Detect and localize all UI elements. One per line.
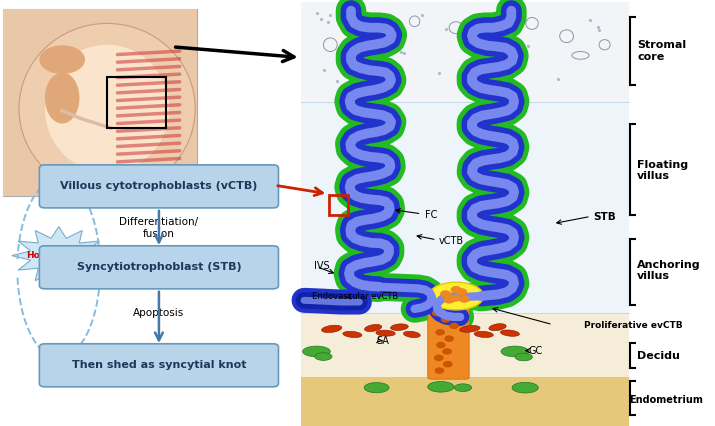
Circle shape — [444, 297, 454, 303]
Ellipse shape — [45, 72, 79, 124]
Ellipse shape — [428, 382, 454, 392]
Ellipse shape — [343, 331, 362, 337]
Ellipse shape — [515, 353, 533, 361]
Ellipse shape — [45, 45, 169, 173]
Circle shape — [435, 355, 443, 360]
Text: STB: STB — [593, 212, 616, 222]
Bar — [107, 77, 166, 128]
Bar — [300, 377, 628, 426]
Circle shape — [460, 296, 469, 302]
Ellipse shape — [376, 330, 395, 336]
Ellipse shape — [500, 330, 520, 336]
Circle shape — [443, 362, 452, 367]
Text: Apoptosis: Apoptosis — [133, 308, 184, 318]
Text: Stromal
core: Stromal core — [637, 40, 686, 62]
Bar — [300, 102, 628, 313]
Ellipse shape — [501, 346, 528, 357]
Circle shape — [443, 349, 451, 354]
Circle shape — [435, 368, 443, 373]
FancyBboxPatch shape — [39, 246, 278, 289]
Circle shape — [442, 317, 450, 322]
FancyBboxPatch shape — [39, 344, 278, 387]
Bar — [300, 2, 628, 102]
Ellipse shape — [390, 324, 408, 331]
Ellipse shape — [460, 325, 480, 332]
Circle shape — [450, 323, 458, 328]
Bar — [329, 195, 348, 215]
Text: IVS: IVS — [315, 261, 330, 271]
Circle shape — [433, 311, 441, 316]
Ellipse shape — [512, 383, 538, 393]
Text: Decidu: Decidu — [637, 351, 680, 361]
Text: Then shed as syncytial knot: Then shed as syncytial knot — [72, 360, 246, 370]
Text: FC: FC — [425, 210, 438, 220]
Text: SA: SA — [377, 336, 390, 346]
Circle shape — [451, 287, 461, 293]
Text: Homeostasis: Homeostasis — [26, 251, 92, 260]
Bar — [300, 313, 628, 377]
Text: vCTB: vCTB — [439, 236, 464, 246]
Text: GC: GC — [528, 346, 543, 357]
FancyBboxPatch shape — [4, 9, 197, 196]
Circle shape — [437, 343, 445, 348]
Circle shape — [436, 330, 444, 335]
Ellipse shape — [454, 384, 472, 391]
Text: Endometrium: Endometrium — [628, 395, 703, 406]
Ellipse shape — [428, 282, 483, 310]
FancyBboxPatch shape — [428, 298, 469, 379]
Ellipse shape — [365, 325, 382, 331]
FancyBboxPatch shape — [4, 9, 197, 196]
Text: Differentiation/
fusion: Differentiation/ fusion — [119, 217, 199, 239]
Ellipse shape — [322, 325, 342, 333]
Ellipse shape — [474, 331, 493, 337]
Circle shape — [445, 336, 453, 341]
Ellipse shape — [302, 346, 330, 357]
Text: Anchoring
villus: Anchoring villus — [637, 260, 701, 281]
Text: Syncytiotrophoblast (STB): Syncytiotrophoblast (STB) — [77, 262, 241, 272]
Text: Endovascular evCTB: Endovascular evCTB — [312, 291, 398, 301]
Circle shape — [40, 46, 84, 73]
Ellipse shape — [403, 331, 420, 337]
Text: Floating
villus: Floating villus — [637, 160, 689, 181]
Ellipse shape — [315, 353, 332, 360]
Text: Villous cytotrophoblasts (vCTB): Villous cytotrophoblasts (vCTB) — [60, 181, 257, 191]
Ellipse shape — [489, 324, 506, 331]
Circle shape — [450, 295, 460, 301]
Circle shape — [457, 289, 466, 295]
Polygon shape — [11, 227, 106, 285]
Text: Proliferative evCTB: Proliferative evCTB — [584, 321, 683, 331]
Circle shape — [441, 291, 450, 297]
Ellipse shape — [364, 383, 389, 393]
Ellipse shape — [19, 23, 195, 194]
FancyBboxPatch shape — [39, 165, 278, 208]
